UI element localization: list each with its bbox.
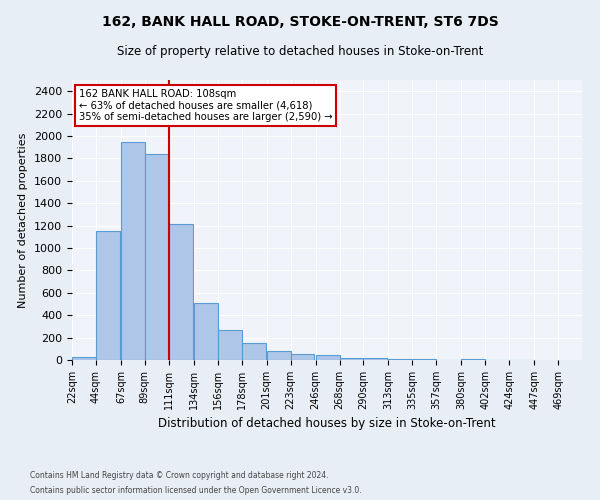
Bar bbox=[316, 355, 340, 360]
Text: 162 BANK HALL ROAD: 108sqm
← 63% of detached houses are smaller (4,618)
35% of s: 162 BANK HALL ROAD: 108sqm ← 63% of deta… bbox=[79, 89, 332, 122]
Bar bbox=[266, 351, 290, 360]
Bar bbox=[242, 342, 266, 360]
Text: Size of property relative to detached houses in Stoke-on-Trent: Size of property relative to detached ho… bbox=[117, 45, 483, 58]
Bar bbox=[340, 358, 364, 360]
Bar bbox=[290, 354, 314, 360]
Bar bbox=[218, 330, 242, 360]
X-axis label: Distribution of detached houses by size in Stoke-on-Trent: Distribution of detached houses by size … bbox=[158, 418, 496, 430]
Text: 162, BANK HALL ROAD, STOKE-ON-TRENT, ST6 7DS: 162, BANK HALL ROAD, STOKE-ON-TRENT, ST6… bbox=[101, 15, 499, 29]
Bar bbox=[121, 142, 145, 360]
Bar bbox=[96, 231, 120, 360]
Y-axis label: Number of detached properties: Number of detached properties bbox=[19, 132, 28, 308]
Text: Contains HM Land Registry data © Crown copyright and database right 2024.: Contains HM Land Registry data © Crown c… bbox=[30, 471, 329, 480]
Bar bbox=[72, 356, 96, 360]
Bar bbox=[388, 359, 412, 360]
Text: Contains public sector information licensed under the Open Government Licence v3: Contains public sector information licen… bbox=[30, 486, 362, 495]
Bar bbox=[169, 224, 193, 360]
Bar bbox=[364, 358, 388, 360]
Bar bbox=[145, 154, 169, 360]
Bar bbox=[194, 303, 218, 360]
